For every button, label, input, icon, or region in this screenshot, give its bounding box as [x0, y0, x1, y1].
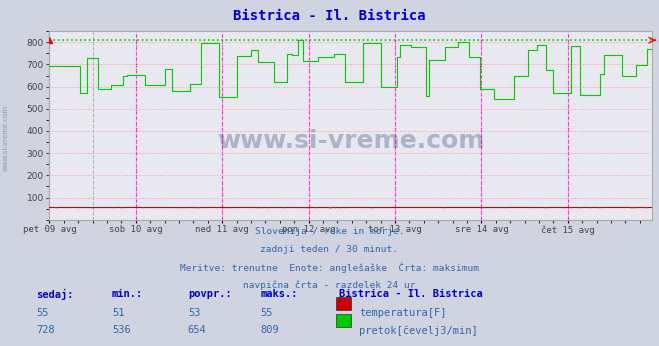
Text: 809: 809	[260, 325, 279, 335]
Text: povpr.:: povpr.:	[188, 289, 231, 299]
Text: temperatura[F]: temperatura[F]	[359, 308, 447, 318]
Text: min.:: min.:	[112, 289, 143, 299]
Text: zadnji teden / 30 minut.: zadnji teden / 30 minut.	[260, 245, 399, 254]
Text: 536: 536	[112, 325, 130, 335]
Text: pretok[čevelj3/min]: pretok[čevelj3/min]	[359, 325, 478, 336]
Text: 55: 55	[36, 308, 49, 318]
Text: 53: 53	[188, 308, 200, 318]
Text: Bistrica - Il. Bistrica: Bistrica - Il. Bistrica	[339, 289, 483, 299]
Text: 654: 654	[188, 325, 206, 335]
Text: Meritve: trenutne  Enote: anglešaške  Črta: maksimum: Meritve: trenutne Enote: anglešaške Črta…	[180, 263, 479, 273]
Text: Bistrica - Il. Bistrica: Bistrica - Il. Bistrica	[233, 9, 426, 22]
Text: navpična črta - razdelek 24 ur: navpična črta - razdelek 24 ur	[243, 281, 416, 290]
Text: maks.:: maks.:	[260, 289, 298, 299]
Text: www.si-vreme.com: www.si-vreme.com	[217, 128, 484, 153]
Text: sedaj:: sedaj:	[36, 289, 74, 300]
Text: 728: 728	[36, 325, 55, 335]
Text: 55: 55	[260, 308, 273, 318]
Text: 51: 51	[112, 308, 125, 318]
Text: www.si-vreme.com: www.si-vreme.com	[2, 105, 9, 172]
Text: Slovenija / reke in morje.: Slovenija / reke in morje.	[255, 227, 404, 236]
